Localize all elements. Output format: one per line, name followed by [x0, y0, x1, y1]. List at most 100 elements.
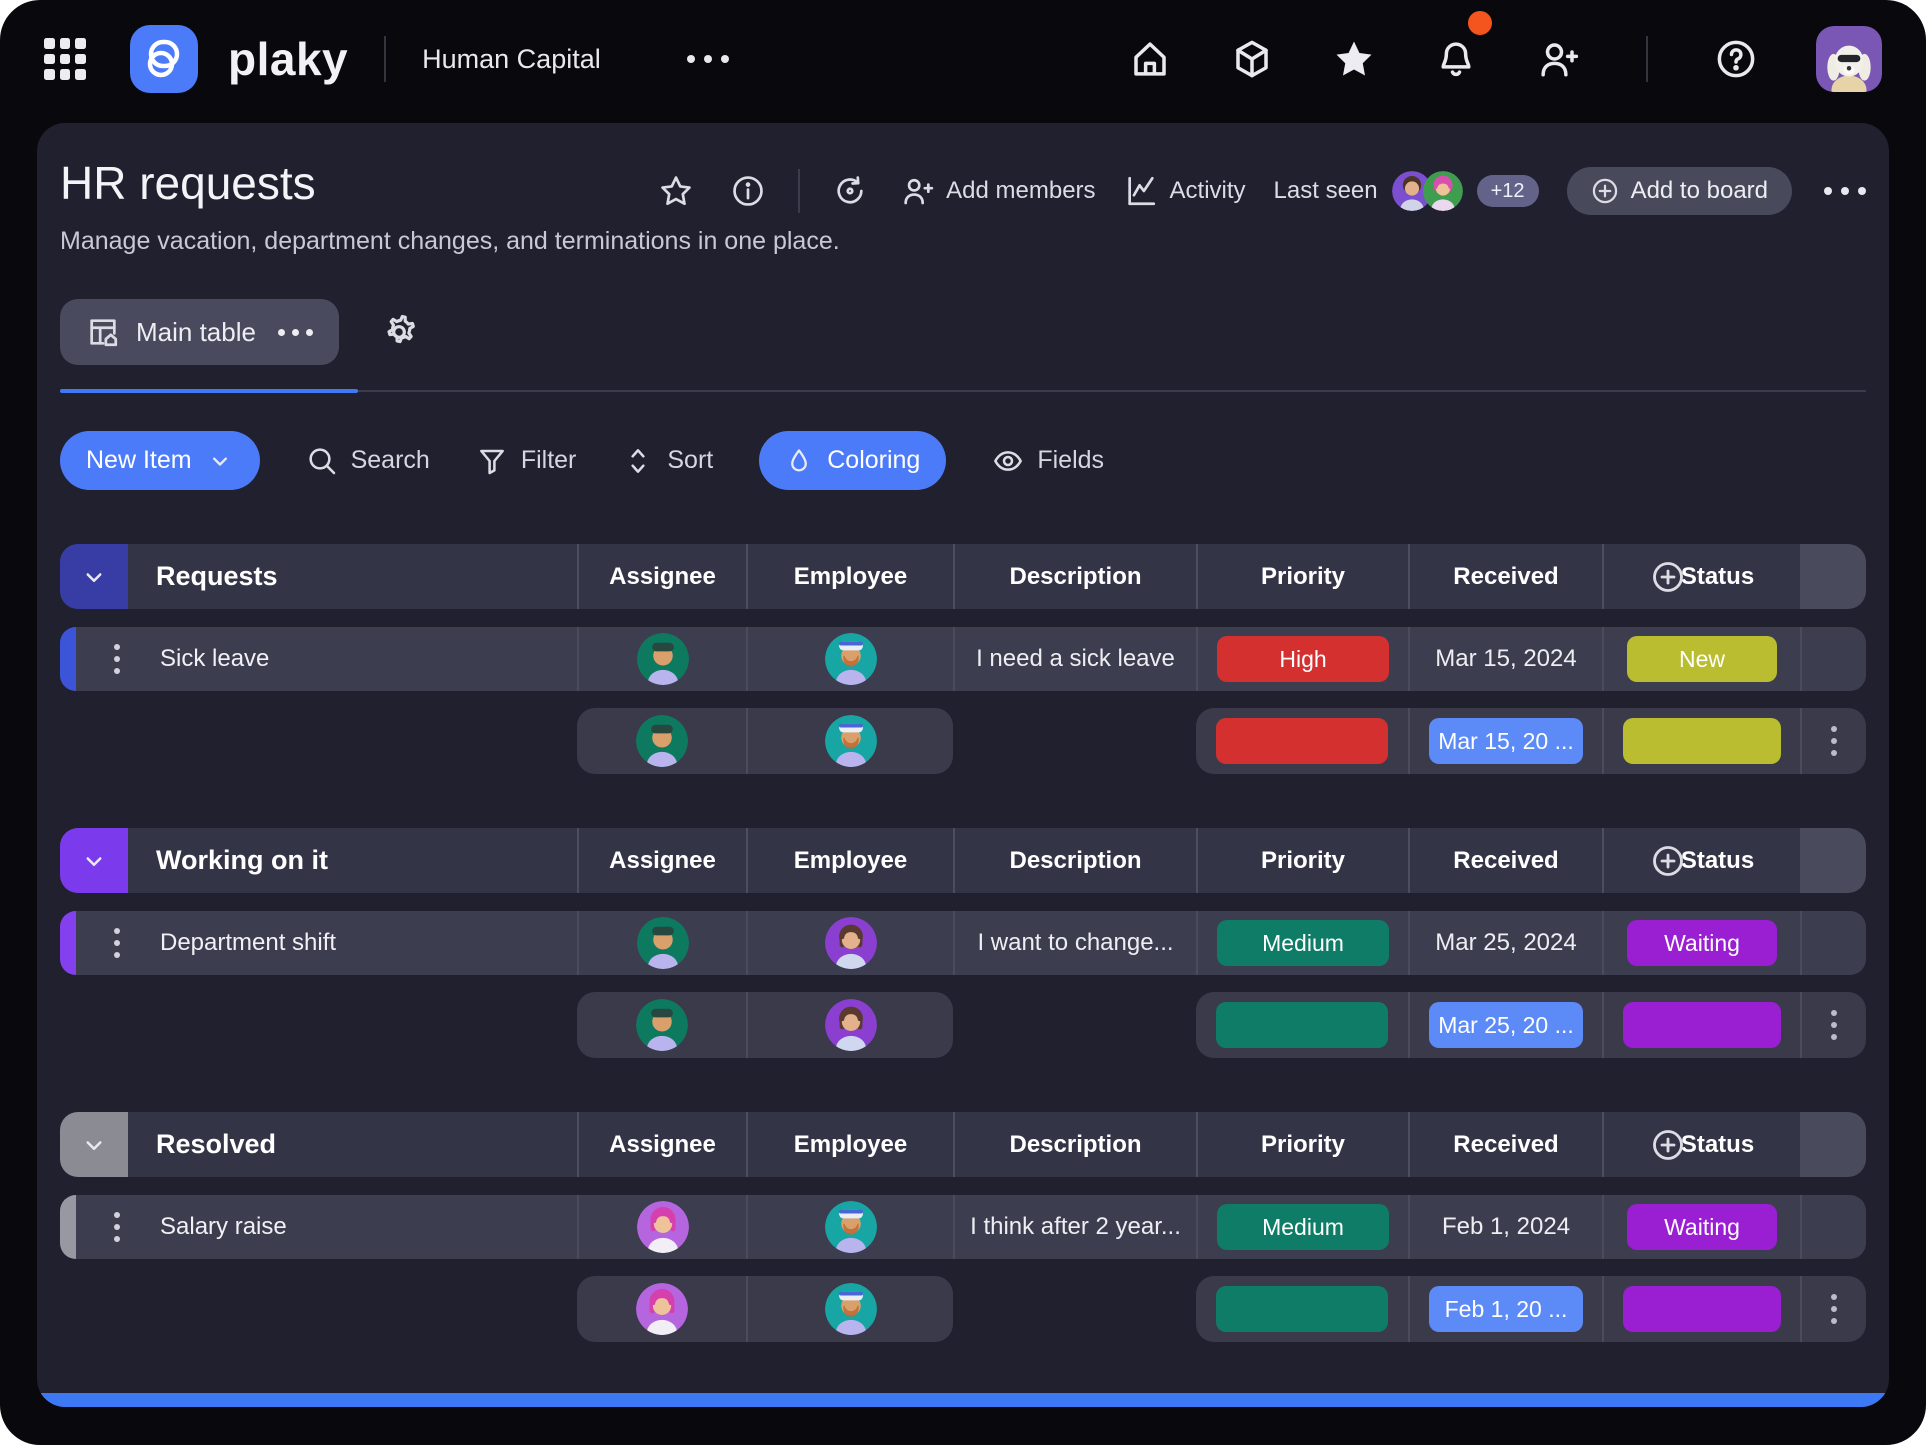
- group-title[interactable]: Working on it: [156, 845, 328, 875]
- status-chip[interactable]: Waiting: [1627, 920, 1777, 966]
- summary-received-cell[interactable]: Feb 1, 20 ...: [1408, 1276, 1602, 1342]
- received-cell[interactable]: Mar 25, 2024: [1408, 911, 1602, 975]
- description-cell[interactable]: I need a sick leave: [953, 627, 1196, 691]
- favorite-board-star-icon[interactable]: [654, 169, 698, 213]
- description-cell[interactable]: I think after 2 year...: [953, 1195, 1196, 1259]
- apps-grid-icon[interactable]: [44, 38, 86, 80]
- column-header-assignee[interactable]: Assignee: [577, 1112, 746, 1177]
- column-header-priority[interactable]: Priority: [1196, 828, 1408, 893]
- summary-menu-icon[interactable]: [1831, 1010, 1837, 1040]
- assignee-cell[interactable]: [577, 1195, 746, 1259]
- search-button[interactable]: Search: [306, 445, 430, 477]
- board-title[interactable]: HR requests: [60, 157, 316, 209]
- add-column-icon[interactable]: [1650, 559, 1686, 595]
- collapse-group-button[interactable]: [60, 1112, 128, 1177]
- item-name[interactable]: Sick leave: [160, 645, 270, 672]
- employee-cell[interactable]: [746, 1195, 953, 1259]
- assignee-cell[interactable]: [577, 911, 746, 975]
- board-more-icon[interactable]: [1824, 187, 1866, 195]
- description-cell[interactable]: I want to change...: [953, 911, 1196, 975]
- summary-menu-icon[interactable]: [1831, 726, 1837, 756]
- column-header-status[interactable]: Status: [1602, 828, 1800, 893]
- column-header-employee[interactable]: Employee: [746, 1112, 953, 1177]
- status-cell[interactable]: Waiting: [1602, 911, 1800, 975]
- table-row-sick-leave[interactable]: Sick leave I need a sick leave: [60, 627, 1866, 691]
- column-header-assignee[interactable]: Assignee: [577, 828, 746, 893]
- column-header-employee[interactable]: Employee: [746, 828, 953, 893]
- status-chip[interactable]: Waiting: [1627, 1204, 1777, 1250]
- summary-menu-cell[interactable]: [1800, 708, 1866, 774]
- plaky-logo-icon[interactable]: [130, 25, 198, 93]
- workspace-more-icon[interactable]: [686, 55, 729, 63]
- new-item-button[interactable]: New Item: [60, 431, 260, 490]
- priority-chip[interactable]: Medium: [1217, 1204, 1389, 1250]
- priority-cell[interactable]: Medium: [1196, 1195, 1408, 1259]
- add-column-icon[interactable]: [1650, 1127, 1686, 1163]
- coloring-button[interactable]: Coloring: [759, 431, 947, 490]
- employee-cell[interactable]: [746, 627, 953, 691]
- summary-menu-cell[interactable]: [1800, 1276, 1866, 1342]
- column-header-assignee[interactable]: Assignee: [577, 544, 746, 609]
- column-header-status[interactable]: Status: [1602, 544, 1800, 609]
- last-seen-avatars[interactable]: [1391, 171, 1463, 211]
- priority-chip[interactable]: Medium: [1217, 920, 1389, 966]
- column-header-priority[interactable]: Priority: [1196, 544, 1408, 609]
- column-header-description[interactable]: Description: [953, 1112, 1196, 1177]
- status-cell[interactable]: Waiting: [1602, 1195, 1800, 1259]
- collapse-group-button[interactable]: [60, 544, 128, 609]
- row-menu-icon[interactable]: [114, 644, 120, 674]
- row-menu-icon[interactable]: [114, 928, 120, 958]
- add-members-button[interactable]: Add members: [900, 174, 1096, 208]
- add-to-board-button[interactable]: Add to board: [1566, 167, 1792, 215]
- filter-button[interactable]: Filter: [476, 445, 576, 477]
- workspace-name[interactable]: Human Capital: [422, 43, 601, 74]
- status-chip[interactable]: New: [1627, 636, 1777, 682]
- column-header-description[interactable]: Description: [953, 828, 1196, 893]
- favorites-star-icon[interactable]: [1332, 37, 1376, 81]
- received-cell[interactable]: Feb 1, 2024: [1408, 1195, 1602, 1259]
- fields-button[interactable]: Fields: [992, 445, 1104, 477]
- board-settings-gear-icon[interactable]: [379, 312, 419, 352]
- collapse-group-button[interactable]: [60, 828, 128, 893]
- column-header-description[interactable]: Description: [953, 544, 1196, 609]
- tab-more-icon[interactable]: [277, 328, 313, 336]
- add-column-icon[interactable]: [1650, 843, 1686, 879]
- priority-cell[interactable]: Medium: [1196, 911, 1408, 975]
- group-title[interactable]: Requests: [156, 561, 278, 591]
- horizontal-scrollbar[interactable]: [37, 1393, 1889, 1407]
- summary-menu-icon[interactable]: [1831, 1294, 1837, 1324]
- tab-main-table[interactable]: Main table: [60, 299, 339, 365]
- extra-members-badge[interactable]: +12: [1476, 175, 1539, 207]
- priority-cell[interactable]: High: [1196, 627, 1408, 691]
- column-header-priority[interactable]: Priority: [1196, 1112, 1408, 1177]
- column-header-status[interactable]: Status: [1602, 1112, 1800, 1177]
- user-avatar[interactable]: [1816, 26, 1882, 92]
- status-cell[interactable]: New: [1602, 627, 1800, 691]
- group-title[interactable]: Resolved: [156, 1129, 277, 1159]
- help-icon[interactable]: [1714, 37, 1758, 81]
- column-header-received[interactable]: Received: [1408, 544, 1602, 609]
- row-menu-icon[interactable]: [114, 1212, 120, 1242]
- priority-chip[interactable]: High: [1217, 636, 1389, 682]
- received-cell[interactable]: Mar 15, 2024: [1408, 627, 1602, 691]
- employee-cell[interactable]: [746, 911, 953, 975]
- summary-received-cell[interactable]: Mar 15, 20 ...: [1408, 708, 1602, 774]
- column-header-received[interactable]: Received: [1408, 828, 1602, 893]
- add-person-icon[interactable]: [1536, 37, 1580, 81]
- activity-button[interactable]: Activity: [1124, 174, 1246, 208]
- table-row-salary-raise[interactable]: Salary raise I think after 2 year...: [60, 1195, 1866, 1259]
- sort-button[interactable]: Sort: [622, 445, 713, 477]
- package-icon[interactable]: [1230, 37, 1274, 81]
- summary-menu-cell[interactable]: [1800, 992, 1866, 1058]
- table-row-department-shift[interactable]: Department shift I want to change...: [60, 911, 1866, 975]
- column-header-employee[interactable]: Employee: [746, 544, 953, 609]
- board-activity-sync-icon[interactable]: [828, 169, 872, 213]
- assignee-cell[interactable]: [577, 627, 746, 691]
- summary-received-cell[interactable]: Mar 25, 20 ...: [1408, 992, 1602, 1058]
- item-name[interactable]: Department shift: [160, 929, 337, 956]
- notifications-bell-icon[interactable]: [1434, 11, 1492, 81]
- column-header-received[interactable]: Received: [1408, 1112, 1602, 1177]
- board-info-icon[interactable]: [726, 169, 770, 213]
- item-name[interactable]: Salary raise: [160, 1213, 287, 1240]
- home-icon[interactable]: [1128, 37, 1172, 81]
